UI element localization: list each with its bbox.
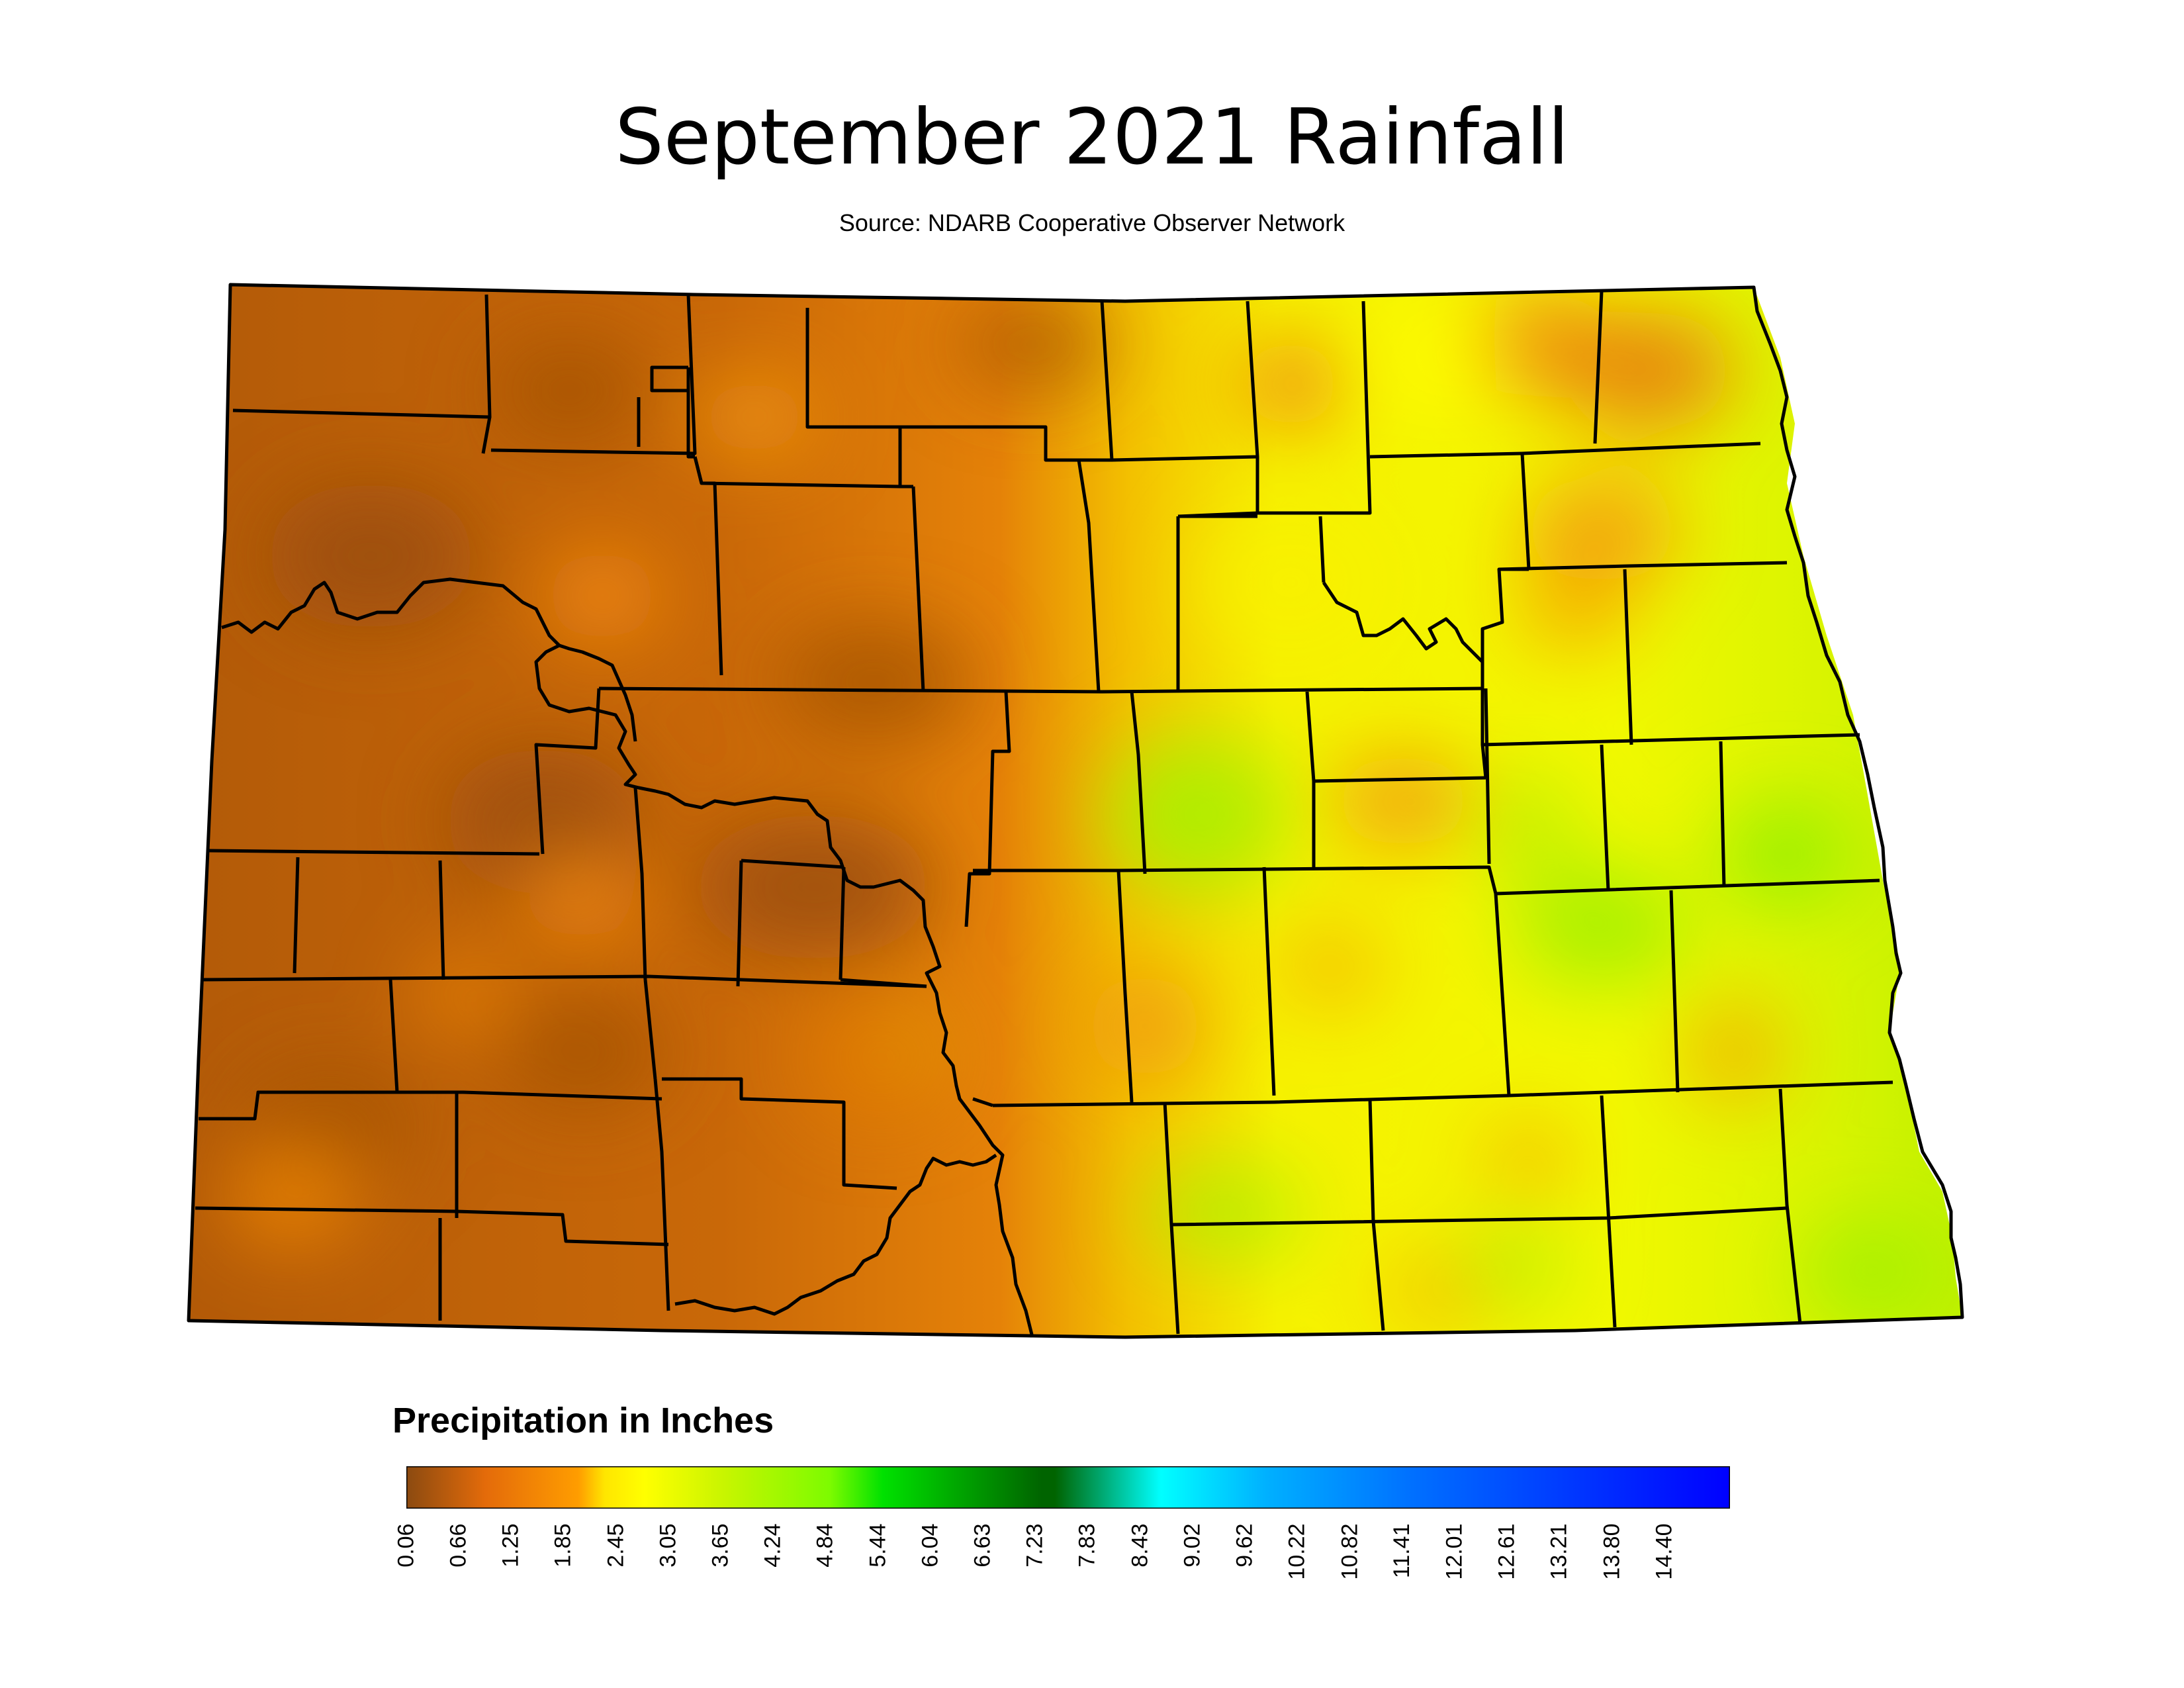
legend-tick-text: 10.82 — [1337, 1523, 1363, 1580]
legend-tick-text: 9.62 — [1232, 1523, 1257, 1568]
county-boundaries — [187, 283, 1964, 1339]
legend-tick-text: 13.80 — [1599, 1523, 1625, 1580]
legend-tick-text: 10.22 — [1284, 1523, 1310, 1580]
legend-tick-text: 14.40 — [1651, 1523, 1677, 1580]
legend-tick-text: 5.44 — [865, 1523, 891, 1568]
legend-tick-text: 4.24 — [760, 1523, 786, 1568]
legend-tick-text: 11.41 — [1389, 1523, 1415, 1579]
legend-tick-text: 0.06 — [393, 1523, 419, 1568]
legend-tick-text: 6.04 — [917, 1523, 943, 1568]
legend-tick-text: 2.45 — [603, 1523, 629, 1568]
legend-tick-text: 7.83 — [1075, 1523, 1101, 1568]
legend-tick-text: 6.63 — [970, 1523, 995, 1568]
legend-tick-text: 3.05 — [655, 1523, 681, 1568]
map-title: September 2021 Rainfall — [615, 93, 1569, 182]
legend-tick-text: 12.01 — [1441, 1523, 1467, 1580]
legend-color-bar — [406, 1466, 1730, 1509]
legend-tick-text: 4.84 — [813, 1523, 839, 1568]
legend-tick-text: 9.02 — [1179, 1523, 1205, 1568]
legend-tick-text: 1.85 — [551, 1523, 576, 1568]
legend-tick-text: 7.23 — [1022, 1523, 1048, 1568]
legend-tick-text: 0.66 — [445, 1523, 471, 1568]
legend-tick-text: 3.65 — [707, 1523, 733, 1568]
map-source: Source: NDARB Cooperative Observer Netwo… — [839, 209, 1345, 236]
legend-title: Precipitation in Inches — [392, 1401, 774, 1440]
legend-tick-text: 1.25 — [498, 1523, 523, 1568]
legend-tick-text: 13.21 — [1546, 1523, 1572, 1580]
legend-tick-text: 12.61 — [1494, 1523, 1520, 1580]
legend-tick-text: 8.43 — [1127, 1523, 1153, 1568]
